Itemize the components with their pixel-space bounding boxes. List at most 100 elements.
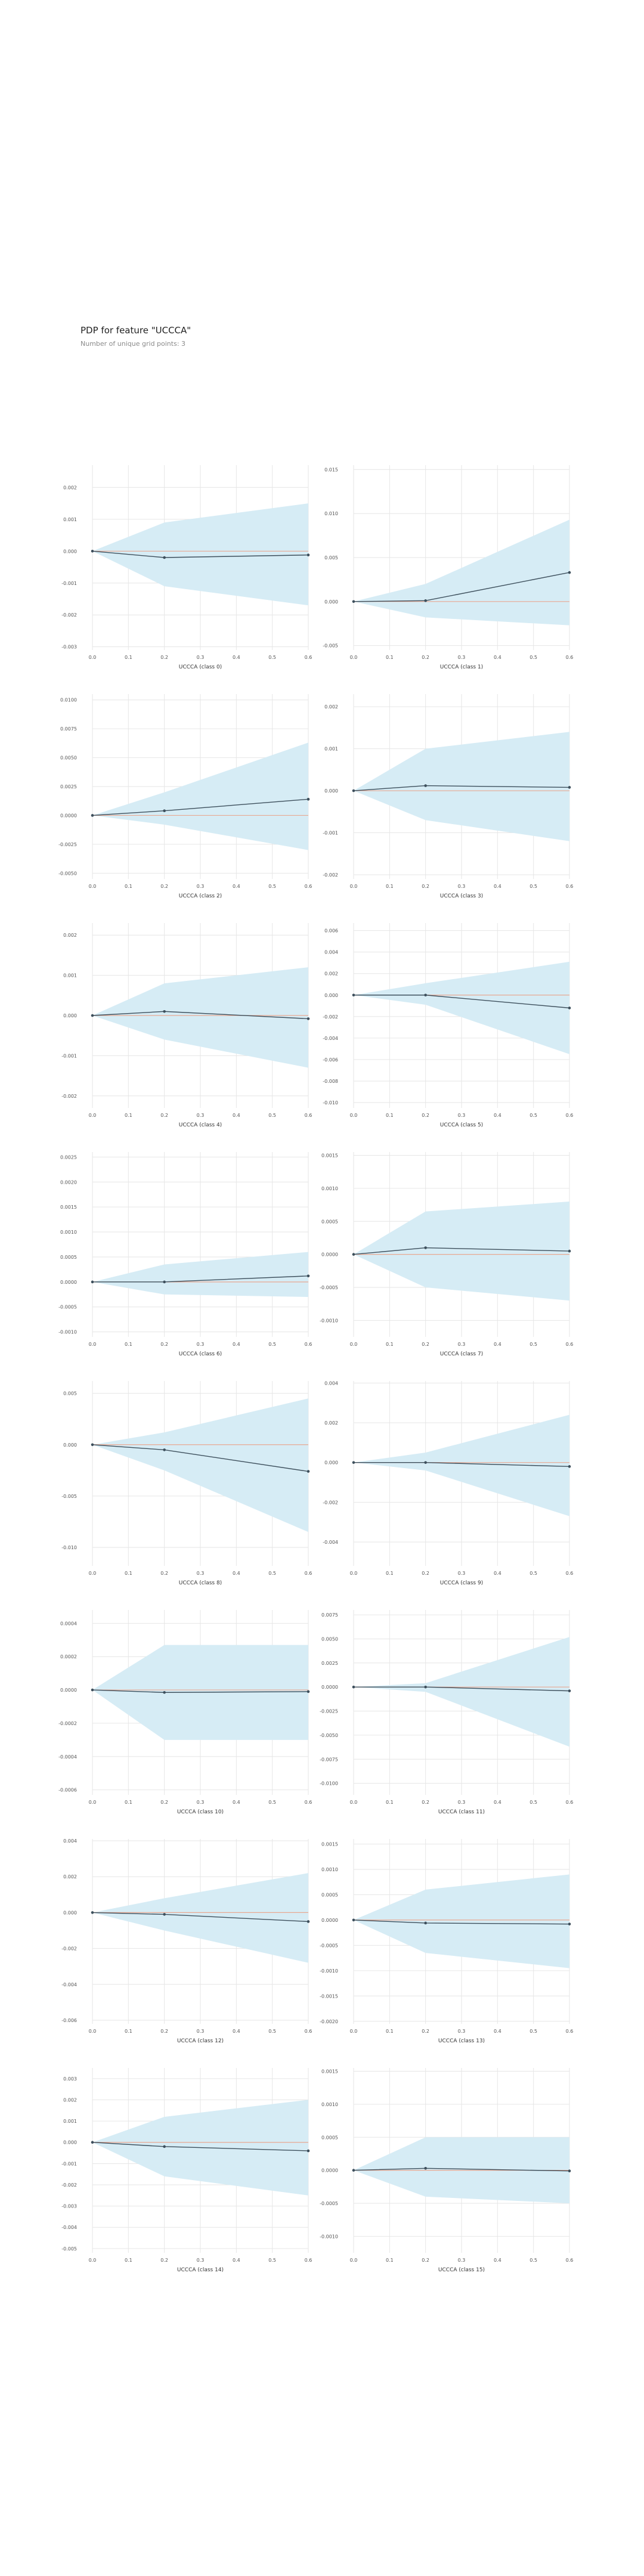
pdp-point — [568, 1465, 571, 1468]
y-tick-label: -0.0010 — [58, 1330, 77, 1335]
pdp-point — [91, 2141, 94, 2144]
confidence-band — [354, 1874, 569, 1968]
x-tick-label: 0.3 — [458, 1571, 466, 1576]
y-tick-label: 0.0005 — [321, 1219, 338, 1224]
y-tick-label: 0.0050 — [321, 1636, 338, 1642]
y-tick-label: 0.0005 — [321, 2135, 338, 2140]
x-tick-label: 0.5 — [268, 1800, 276, 1805]
x-tick-label: 0.3 — [458, 1342, 466, 1347]
x-tick-label: 0.0 — [350, 884, 358, 889]
confidence-band — [354, 732, 569, 841]
y-tick-label: -0.004 — [61, 2225, 77, 2230]
x-tick-label: 0.0 — [350, 1800, 358, 1805]
x-tick-label: 0.1 — [386, 1571, 394, 1576]
x-tick-label: 0.5 — [530, 1342, 537, 1347]
pdp-point — [424, 993, 427, 997]
pdp-point — [352, 789, 355, 792]
x-tick-label: 0.3 — [458, 884, 466, 889]
x-tick-label: 0.5 — [268, 1571, 276, 1576]
pdp-point — [91, 1443, 94, 1447]
x-tick-label: 0.4 — [233, 1113, 240, 1118]
y-tick-label: 0.000 — [63, 2140, 77, 2145]
y-tick-label: -0.006 — [61, 2018, 77, 2023]
x-tick-label: 0.4 — [494, 2029, 501, 2034]
pdp-point — [306, 553, 310, 557]
y-tick-label: 0.0010 — [60, 1230, 77, 1235]
confidence-band — [354, 1202, 569, 1301]
x-tick-label: 0.1 — [386, 2258, 394, 2263]
x-tick-label: 0.5 — [530, 2258, 537, 2263]
y-tick-label: -0.0010 — [320, 2234, 338, 2239]
subplot-4: 0.0 0.1 0.2 0.3 0.4 0.5 0.6 0.002 0.001 0.000 -0.0… — [61, 923, 312, 1128]
x-tick-label: 0.4 — [233, 1800, 240, 1805]
y-tick-label: -0.0050 — [58, 871, 77, 876]
x-tick-label: 0.0 — [89, 655, 97, 660]
x-tick-label: 0.3 — [197, 1113, 205, 1118]
x-tick-label: 0.4 — [494, 1342, 501, 1347]
x-axis-label: UCCCA (class 13) — [438, 2038, 485, 2044]
x-tick-label: 0.2 — [160, 2029, 168, 2034]
y-tick-label: 0.000 — [324, 1460, 338, 1466]
x-tick-label: 0.3 — [197, 2029, 205, 2034]
subplot-3: 0.0 0.1 0.2 0.3 0.4 0.5 0.6 0.002 0.001 0.000 -0.0… — [323, 694, 573, 899]
pdp-point — [91, 1014, 94, 1017]
y-tick-label: -0.001 — [61, 1053, 77, 1058]
pdp-point — [424, 599, 427, 602]
y-tick-label: 0.0015 — [321, 1841, 338, 1847]
x-tick-label: 0.5 — [530, 2029, 537, 2034]
pdp-point — [568, 1007, 571, 1010]
pdp-point — [352, 1918, 355, 1922]
y-tick-label: 0.005 — [324, 555, 338, 561]
pdp-point — [163, 1280, 166, 1284]
x-tick-label: 0.2 — [422, 1342, 429, 1347]
y-tick-label: 0.002 — [324, 704, 338, 710]
pdp-point — [568, 1689, 571, 1692]
y-tick-label: 0.004 — [63, 1838, 77, 1844]
subplot-5: 0.0 0.1 0.2 0.3 0.4 0.5 0.6 0.006 0.004 0.002 0.00… — [323, 923, 573, 1128]
subplot-9: 0.0 0.1 0.2 0.3 0.4 0.5 0.6 0.004 0.002 0.000 -0.0… — [323, 1380, 573, 1586]
x-tick-label: 0.0 — [350, 1113, 358, 1118]
y-tick-label: -0.0010 — [320, 1968, 338, 1974]
y-tick-label: 0.0000 — [60, 1280, 77, 1285]
x-tick-label: 0.6 — [566, 1571, 574, 1576]
x-tick-label: 0.4 — [233, 884, 240, 889]
x-tick-label: 0.5 — [268, 1113, 276, 1118]
y-tick-label: 0.000 — [324, 599, 338, 605]
pdp-point — [424, 784, 427, 787]
confidence-band — [92, 967, 308, 1068]
y-tick-label: 0.0075 — [321, 1612, 338, 1618]
y-tick-label: 0.001 — [63, 973, 77, 979]
y-tick-label: 0.006 — [324, 928, 338, 934]
x-tick-label: 0.4 — [233, 655, 240, 660]
y-tick-label: -0.0002 — [58, 1721, 77, 1726]
y-tick-label: -0.0005 — [320, 2201, 338, 2206]
x-tick-label: 0.5 — [530, 655, 537, 660]
x-axis-label: UCCCA (class 12) — [177, 2038, 224, 2044]
x-tick-label: 0.2 — [160, 1342, 168, 1347]
y-tick-label: -0.004 — [323, 1540, 338, 1545]
x-tick-label: 0.2 — [160, 1571, 168, 1576]
x-tick-label: 0.6 — [305, 1571, 312, 1576]
x-tick-label: 0.6 — [566, 2029, 574, 2034]
y-tick-label: -0.0004 — [58, 1754, 77, 1760]
x-tick-label: 0.6 — [566, 1800, 574, 1805]
x-tick-label: 0.6 — [566, 2258, 574, 2263]
y-tick-label: 0.0015 — [321, 2069, 338, 2075]
pdp-point — [306, 1017, 310, 1020]
subplot-0: 0.0 0.1 0.2 0.3 0.4 0.5 0.6 0.002 0.001 0.000 -0.0… — [61, 465, 312, 670]
y-tick-label: -0.0005 — [58, 1305, 77, 1310]
x-axis-label: UCCCA (class 3) — [440, 893, 483, 899]
x-tick-label: 0.1 — [125, 655, 132, 660]
confidence-band — [92, 503, 308, 606]
x-tick-label: 0.0 — [89, 884, 97, 889]
x-tick-label: 0.4 — [233, 2029, 240, 2034]
y-tick-label: -0.008 — [323, 1079, 338, 1084]
x-tick-label: 0.3 — [197, 1342, 205, 1347]
x-tick-label: 0.5 — [530, 1571, 537, 1576]
y-tick-label: 0.005 — [63, 1391, 77, 1397]
confidence-band — [92, 742, 308, 850]
pdp-point — [568, 2169, 571, 2173]
x-tick-label: 0.6 — [305, 1800, 312, 1805]
y-tick-label: -0.0020 — [320, 2019, 338, 2024]
x-tick-label: 0.0 — [89, 1800, 97, 1805]
